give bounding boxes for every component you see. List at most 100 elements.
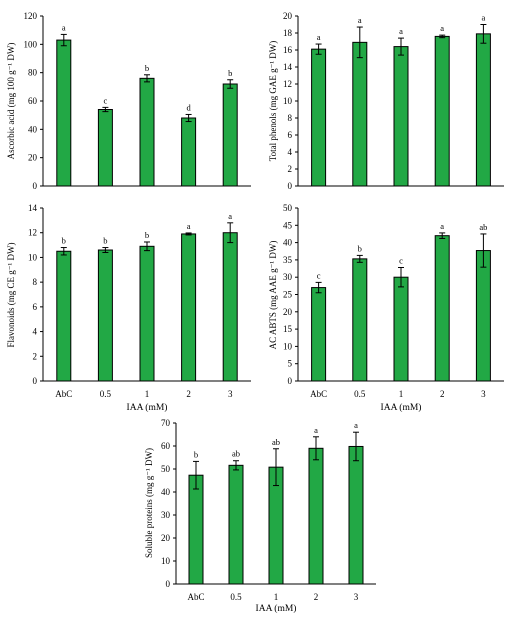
bar	[352, 258, 368, 382]
y-tick-label: 45	[283, 220, 293, 230]
x-axis-title: IAA (mM)	[381, 402, 422, 413]
significance-letter: b	[62, 236, 66, 246]
y-tick-label: 35	[283, 255, 293, 265]
y-axis-title: Flavonoids (mg CE g⁻¹ DW)	[6, 243, 16, 348]
y-tick-label: 14	[283, 62, 293, 72]
y-tick-label: 20	[28, 153, 38, 163]
y-tick-label: 8	[33, 277, 38, 287]
y-tick-label: 15	[283, 324, 293, 334]
y-axis-title: Ascorbic acid (mg 100 g⁻¹ DW)	[6, 43, 16, 160]
y-tick-label: 50	[283, 203, 293, 213]
significance-letter: a	[482, 13, 486, 23]
x-category-label: AbC	[55, 389, 72, 399]
bar	[475, 33, 491, 187]
y-tick-label: 4	[288, 147, 293, 157]
significance-letter: a	[358, 15, 362, 25]
y-tick-label: 6	[288, 130, 293, 140]
y-tick-label: 14	[28, 203, 38, 213]
y-tick-label: 4	[33, 327, 38, 337]
y-tick-label: 16	[283, 45, 293, 55]
y-tick-label: 25	[283, 290, 293, 300]
y-tick-label: 0	[33, 376, 38, 386]
y-tick-label: 20	[283, 307, 293, 317]
x-axis-title: IAA (mM)	[256, 603, 297, 614]
significance-letter: a	[314, 425, 318, 435]
significance-letter: b	[194, 449, 198, 459]
y-tick-label: 60	[28, 96, 38, 106]
x-category-label: 0.5	[354, 389, 366, 399]
y-tick-label: 40	[161, 487, 171, 497]
bar	[393, 46, 409, 187]
bar	[97, 109, 113, 187]
y-tick-label: 40	[283, 238, 293, 248]
x-category-label: AbC	[310, 389, 327, 399]
y-tick-label: 20	[283, 11, 293, 21]
significance-letter: a	[317, 32, 321, 42]
panel-soluble-proteins: 0 10 20 30 40 50 60 70 b ab ab a a AbC 0.5 1 2 3 Solubl…	[144, 418, 376, 614]
significance-letter: ab	[479, 222, 487, 232]
bar	[222, 232, 238, 382]
x-category-label: 1	[145, 389, 150, 399]
y-tick-label: 40	[28, 124, 38, 134]
y-tick-label: 50	[161, 464, 171, 474]
y-tick-label: 6	[33, 302, 38, 312]
bar	[181, 117, 197, 187]
significance-letter: b	[145, 230, 149, 240]
significance-letter: a	[440, 23, 444, 33]
significance-letter: c	[317, 270, 321, 280]
y-tick-label: 10	[28, 252, 38, 262]
y-tick-label: 60	[161, 441, 171, 451]
y-tick-label: 10	[161, 556, 171, 566]
x-category-label: 3	[228, 389, 233, 399]
bar	[97, 249, 113, 382]
y-tick-label: 8	[288, 113, 293, 123]
significance-letter: b	[228, 68, 232, 78]
y-tick-label: 70	[161, 418, 171, 428]
bar	[352, 41, 368, 187]
bar	[475, 250, 491, 382]
x-category-label: 1	[274, 592, 279, 602]
significance-letter: ab	[232, 449, 240, 459]
y-tick-label: 12	[28, 228, 37, 238]
panel-ac-abts: 0 5 10 15 20 25 30 35 40 45 50 c b c a ab AbC 0.5 1 2 3 AC…	[268, 203, 504, 413]
y-tick-label: 2	[33, 351, 38, 361]
x-category-label: 2	[186, 389, 191, 399]
bar	[56, 250, 72, 382]
x-category-label: AbC	[187, 592, 204, 602]
significance-letter: b	[145, 63, 149, 73]
x-category-label: 2	[314, 592, 319, 602]
bar	[348, 445, 364, 585]
y-tick-label: 20	[161, 533, 171, 543]
y-tick-label: 30	[161, 510, 171, 520]
bar	[228, 464, 244, 585]
bar	[139, 77, 155, 187]
significance-letter: a	[399, 26, 403, 36]
y-tick-label: 100	[24, 39, 38, 49]
y-tick-label: 120	[24, 11, 38, 21]
bar	[311, 287, 327, 382]
bar	[56, 39, 72, 187]
y-tick-label: 0	[166, 579, 171, 589]
x-category-label: 1	[399, 389, 404, 399]
y-tick-label: 12	[283, 79, 292, 89]
bar	[434, 235, 450, 382]
bar	[434, 35, 450, 187]
y-tick-label: 2	[288, 164, 293, 174]
y-tick-label: 5	[288, 359, 293, 369]
x-category-label: 3	[354, 592, 359, 602]
bar	[181, 233, 197, 382]
y-tick-label: 80	[28, 68, 38, 78]
significance-letter: b	[358, 243, 362, 253]
y-tick-label: 30	[283, 272, 293, 282]
significance-letter: a	[187, 221, 191, 231]
y-tick-label: 0	[33, 181, 38, 191]
y-axis-title: AC ABTS (mg AAE g⁻¹ DW)	[268, 241, 278, 350]
panel-ascorbic-acid: 0 20 40 60 80 100 120 a c b d b Ascorbic acid (mg …	[6, 11, 251, 191]
y-axis-title: Total phenols (mg GAE g⁻¹ DW)	[268, 41, 278, 162]
x-category-label: 0.5	[100, 389, 112, 399]
significance-letter: a	[228, 211, 232, 221]
bar	[308, 447, 324, 585]
panel-total-phenols: 0 2 4 6 8 10 12 14 16 18 20 a a a a a Total phenols (m…	[268, 11, 504, 191]
